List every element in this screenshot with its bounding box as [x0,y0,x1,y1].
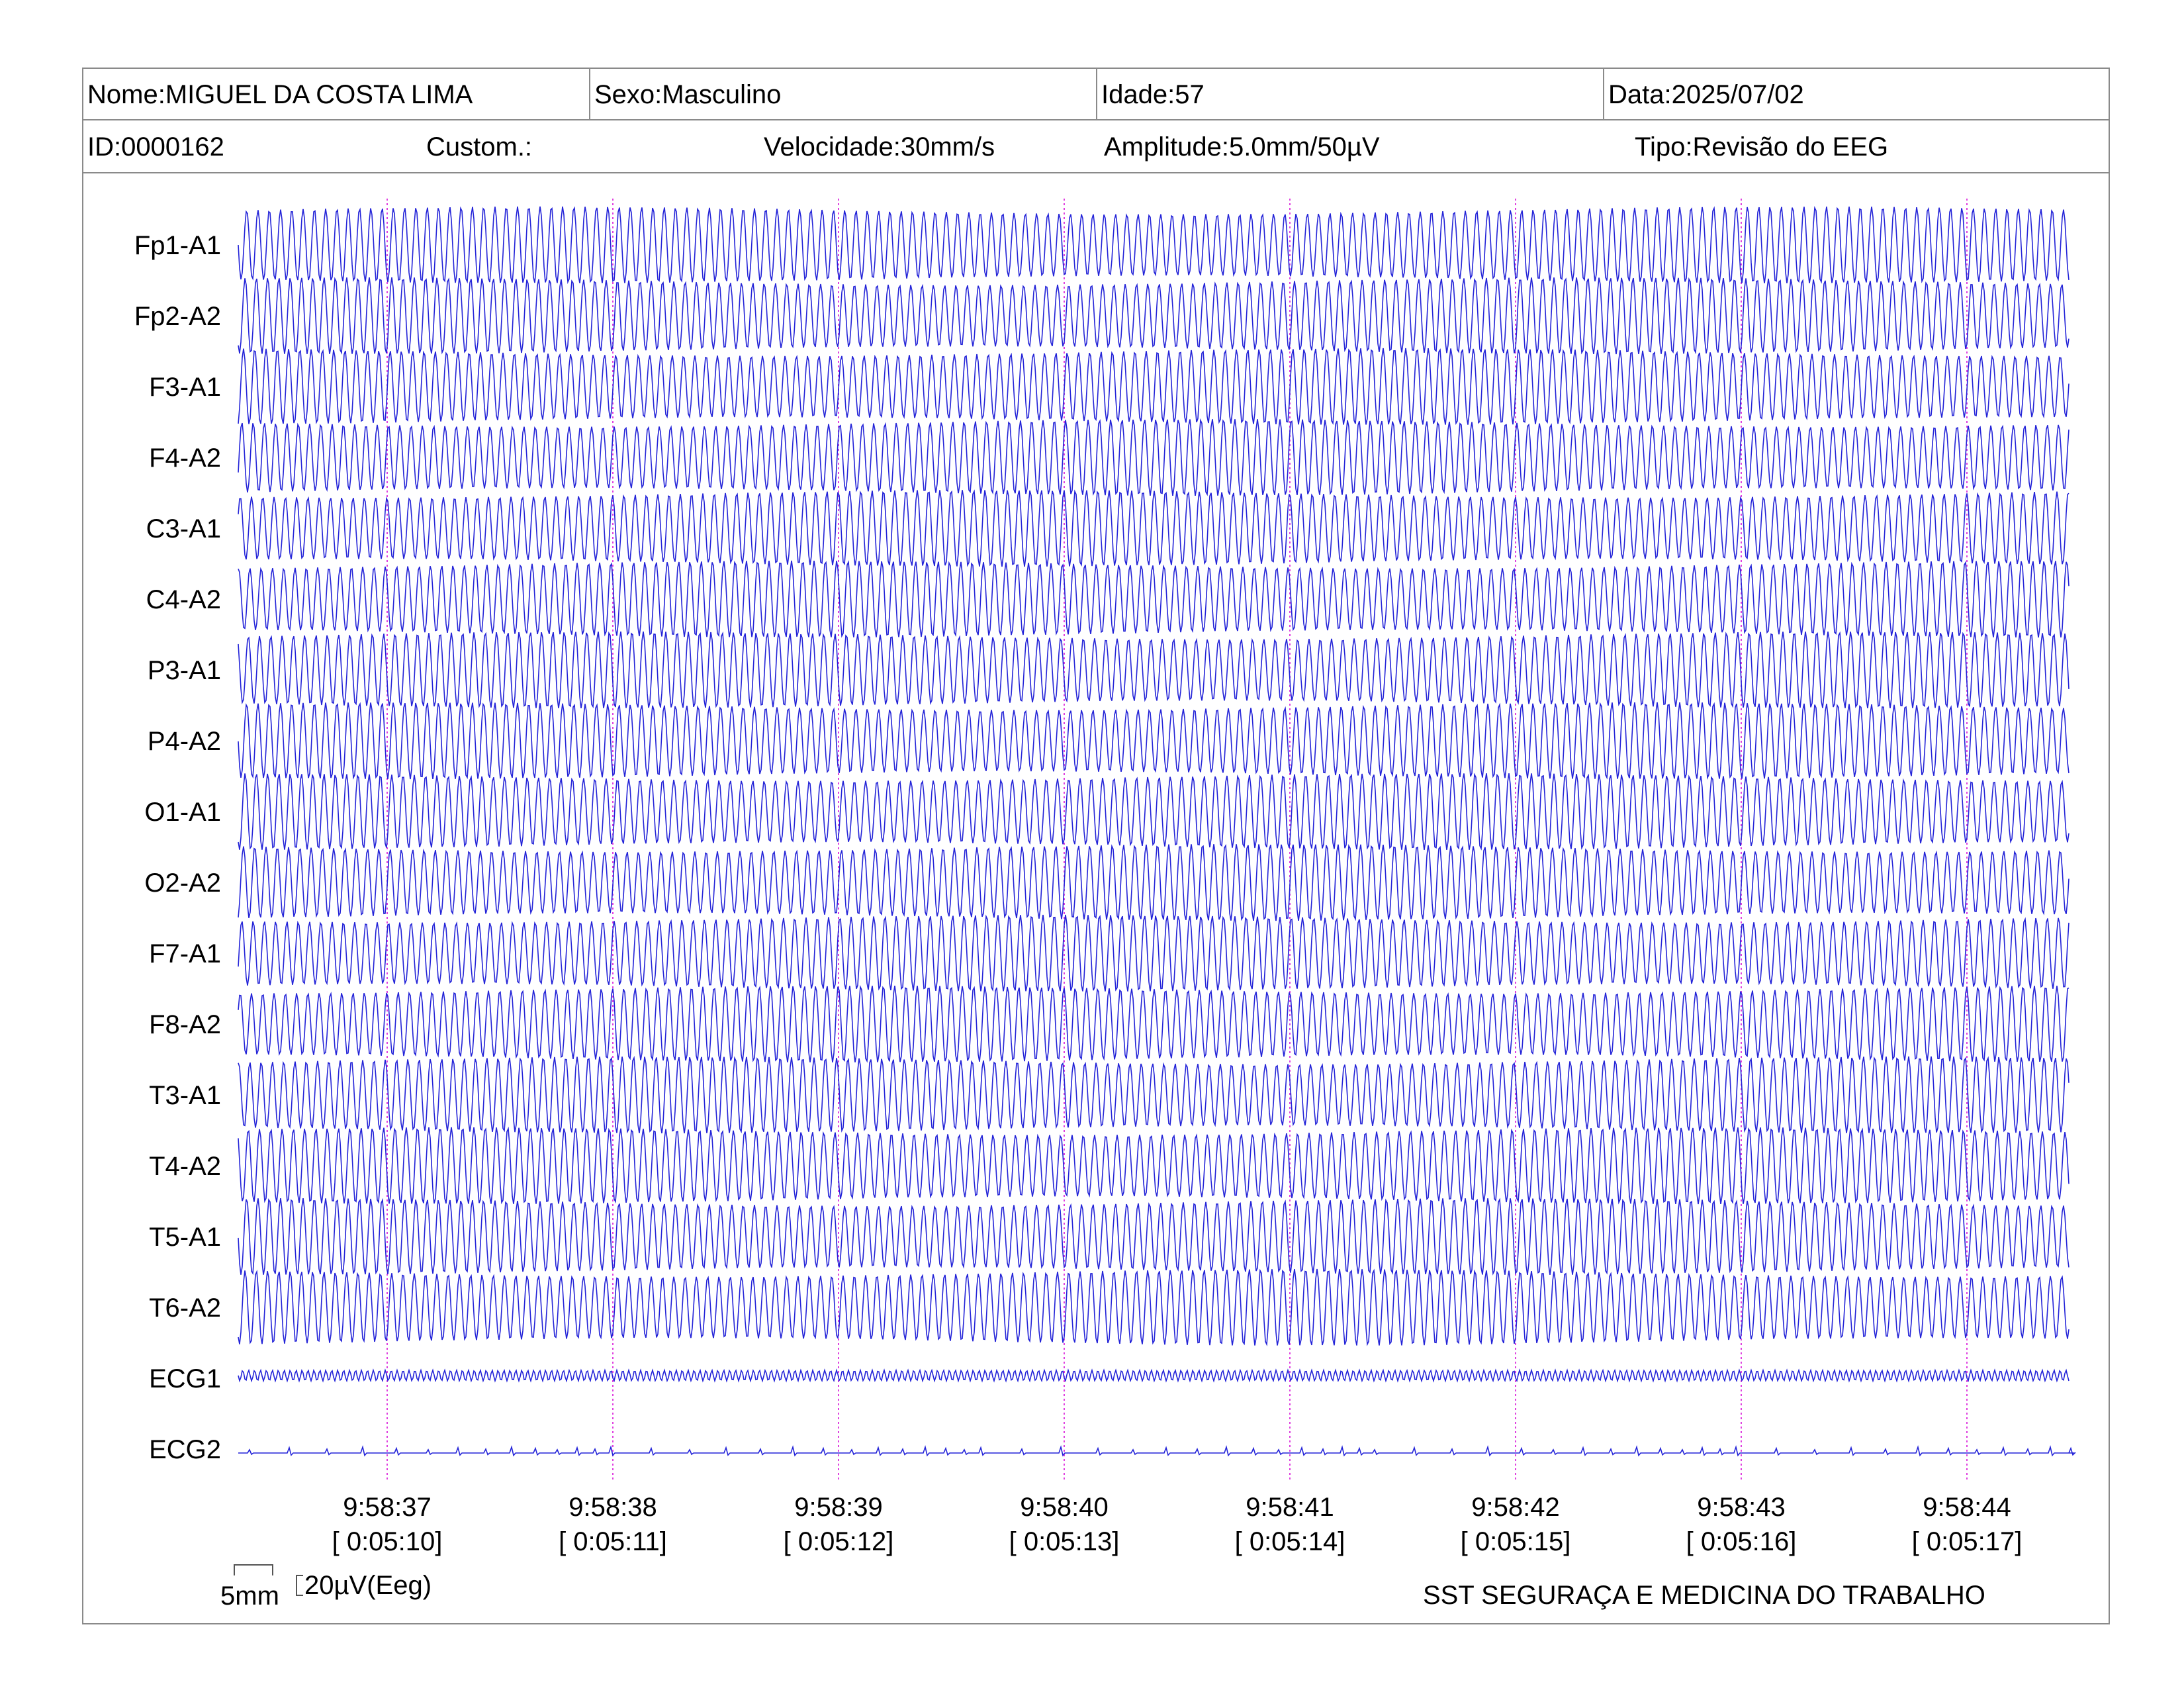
header-row-patient: Nome:MIGUEL DA COSTA LIMA Sexo:Masculino… [83,69,2109,120]
channel-trace [238,1445,2077,1457]
channel-label: F8-A2 [149,1010,221,1039]
channel-label: F3-A1 [149,373,221,402]
channel-trace [238,631,2070,709]
time-clock-label: 9:58:38 [569,1493,657,1522]
trace-group [238,206,2077,1457]
time-elapsed-label: [ 0:05:14] [1235,1527,1345,1556]
channel-trace [238,418,2070,496]
channel-label: P4-A2 [148,727,221,756]
time-elapsed-label: [ 0:05:17] [1912,1527,2023,1556]
channel-trace [238,560,2070,638]
channel-label: P3-A1 [148,656,221,685]
channel-label: C3-A1 [146,514,221,543]
amplitude-scale-bracket [296,1575,303,1596]
channel-label: F7-A1 [149,939,221,968]
time-clock-label: 9:58:39 [794,1493,882,1522]
time-elapsed-label: [ 0:05:13] [1009,1527,1120,1556]
report-frame: Nome:MIGUEL DA COSTA LIMA Sexo:Masculino… [82,68,2110,1624]
channel-label: ECG2 [149,1435,221,1464]
channel-label: T3-A1 [149,1081,221,1110]
recording-speed: Velocidade:30mm/s [764,132,995,162]
channel-trace [238,206,2070,285]
time-clock-label: 9:58:40 [1020,1493,1108,1522]
channel-label: T6-A2 [149,1293,221,1323]
time-scale-label: 5mm [220,1581,279,1611]
channel-trace [238,489,2070,567]
record-date: Data:2025/07/02 [1603,69,1804,119]
time-elapsed-label: [ 0:05:16] [1686,1527,1797,1556]
channel-trace [238,1197,2070,1276]
channel-trace [238,1056,2070,1134]
channel-label: Fp1-A1 [134,231,221,260]
time-scale-bracket [234,1564,273,1575]
recording-amplitude: Amplitude:5.0mm/50µV [1104,132,1380,162]
channel-label: F4-A2 [149,444,221,473]
channel-trace [238,844,2070,921]
channel-trace [238,277,2070,355]
channel-trace [238,1268,2070,1346]
channel-trace [238,1126,2070,1205]
custom-field: Custom.: [426,132,533,162]
channel-trace [238,984,2070,1063]
time-elapsed-label: [ 0:05:15] [1461,1527,1571,1556]
time-clock-label: 9:58:37 [343,1493,431,1522]
channel-trace [238,702,2070,780]
time-elapsed-label: [ 0:05:10] [332,1527,443,1556]
channel-label: T4-A2 [149,1152,221,1181]
channel-label: ECG1 [149,1364,221,1393]
channel-trace [238,773,2070,851]
channel-trace [238,914,2070,992]
time-clock-label: 9:58:43 [1697,1493,1785,1522]
record-type: Tipo:Revisão do EEG [1635,132,1889,162]
patient-name: Nome:MIGUEL DA COSTA LIMA [87,80,473,109]
time-clock-label: 9:58:41 [1246,1493,1334,1522]
patient-sex: Sexo:Masculino [589,69,781,119]
scale-bar: 5mm 20µV(Eeg) [220,1564,432,1611]
channel-labels: Fp1-A1 Fp2-A2 F3-A1 F4-A2 C3-A1 C4-A2 P3-A1 P4-… [134,231,221,1464]
channel-label: T5-A1 [149,1223,221,1252]
time-labels: 9:58:37 [ 0:05:10] 9:58:38 [ 0:05:11] 9:58:3… [332,1493,2023,1556]
organization-name: SST SEGURAÇA E MEDICINA DO TRABALHO [1423,1581,1985,1610]
channel-label: O1-A1 [144,798,221,827]
patient-age: Idade:57 [1096,69,1205,119]
time-clock-label: 9:58:44 [1923,1493,2011,1522]
channel-trace [238,1368,2070,1383]
amplitude-scale-label: 20µV(Eeg) [304,1571,432,1600]
channel-label: C4-A2 [146,585,221,614]
time-clock-label: 9:58:42 [1471,1493,1559,1522]
header-row-recording: ID:0000162 Custom.: Velocidade:30mm/s Am… [83,120,2109,173]
channel-label: Fp2-A2 [134,302,221,331]
time-elapsed-label: [ 0:05:11] [559,1527,667,1556]
patient-id: ID:0000162 [87,132,224,162]
channel-trace [238,348,2070,425]
time-elapsed-label: [ 0:05:12] [784,1527,894,1556]
channel-label: O2-A2 [144,868,221,898]
